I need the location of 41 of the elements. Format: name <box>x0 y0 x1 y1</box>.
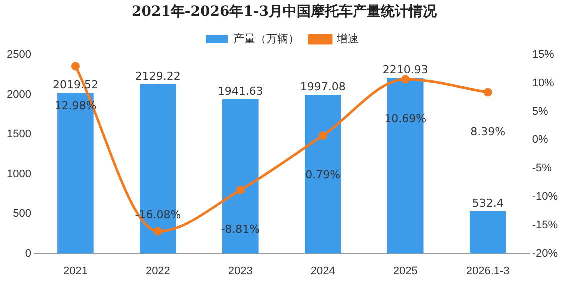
y2-tick-label: 10% <box>532 77 555 90</box>
data-label: 532.4 <box>472 196 504 210</box>
legend-label: 产量（万辆） <box>234 32 300 46</box>
x-tick-label: 2021 <box>63 265 88 278</box>
bar <box>58 93 94 254</box>
x-tick-label: 2026.1-3 <box>466 265 510 278</box>
point <box>318 131 328 140</box>
data-label: 2129.22 <box>135 70 181 83</box>
y2-tick-label: -15% <box>532 219 558 232</box>
y-tick-label: 500 <box>13 208 32 220</box>
x-tick-label: 2022 <box>146 265 170 278</box>
y-tick-label: 2500 <box>6 49 32 62</box>
bar <box>387 78 424 254</box>
data-label: 2210.93 <box>382 63 428 76</box>
data-label: 1941.63 <box>218 84 264 98</box>
x-tick-label: 2023 <box>228 265 253 278</box>
y2-tick-label: 5% <box>532 106 548 118</box>
data-label: 0.79% <box>306 168 341 182</box>
point <box>154 227 162 236</box>
point <box>236 186 245 194</box>
y-tick-label: 1500 <box>6 128 32 141</box>
y2-tick-label: -10% <box>532 191 558 204</box>
y2-tick-label: 0% <box>532 134 548 146</box>
chart-title: 2021年-2026年1-3月中国摩托车产量统计情况 <box>130 2 438 22</box>
y2-tick-label: 15% <box>532 49 555 62</box>
y2-tick-label: -5% <box>532 162 552 175</box>
x-tick-label: 2024 <box>310 265 336 278</box>
y-tick-label: 2000 <box>6 88 32 101</box>
point <box>71 62 80 71</box>
bar <box>222 99 259 254</box>
y-tick-label: 0 <box>25 248 32 260</box>
point <box>401 75 410 84</box>
legend-label: 增速 <box>336 32 359 46</box>
y2-tick-label: -20% <box>532 248 558 260</box>
y-tick-label: 1000 <box>6 168 32 180</box>
bar <box>304 94 342 254</box>
data-label: 1997.08 <box>300 80 346 94</box>
x-tick-label: 2025 <box>393 265 418 278</box>
data-label: 8.39% <box>470 125 506 138</box>
point <box>484 88 492 97</box>
bar <box>470 211 506 254</box>
